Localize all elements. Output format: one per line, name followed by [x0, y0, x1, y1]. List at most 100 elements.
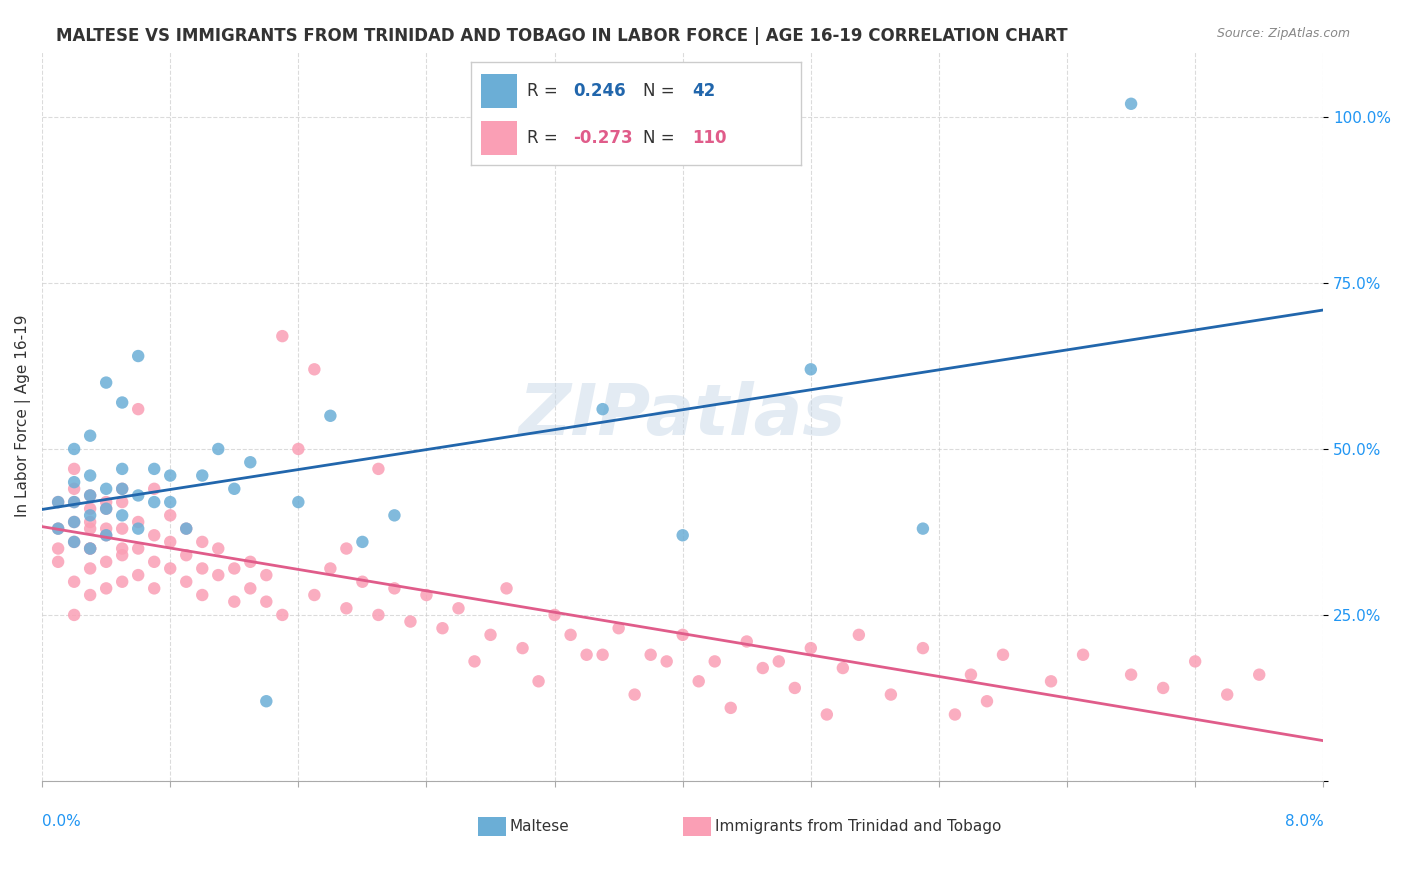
Point	[79, 541, 101, 556]
Point	[304, 588, 326, 602]
Point	[367, 462, 389, 476]
Point	[960, 667, 983, 681]
Point	[79, 468, 101, 483]
Y-axis label: In Labor Force | Age 16-19: In Labor Force | Age 16-19	[15, 315, 31, 517]
Point	[254, 568, 277, 582]
Point	[254, 595, 277, 609]
Point	[143, 482, 166, 496]
Point	[287, 495, 309, 509]
Point	[191, 468, 214, 483]
Point	[447, 601, 470, 615]
Point	[63, 495, 86, 509]
Point	[96, 501, 118, 516]
Point	[575, 648, 598, 662]
FancyBboxPatch shape	[481, 74, 517, 108]
Point	[880, 688, 903, 702]
Point	[911, 641, 934, 656]
Point	[111, 541, 134, 556]
Point	[352, 574, 374, 589]
Point	[224, 595, 246, 609]
Text: R =: R =	[527, 128, 564, 147]
Point	[415, 588, 437, 602]
Point	[46, 495, 69, 509]
Point	[976, 694, 998, 708]
Point	[560, 628, 582, 642]
Point	[384, 508, 406, 523]
Point	[271, 329, 294, 343]
Point	[399, 615, 422, 629]
FancyBboxPatch shape	[683, 817, 711, 836]
Point	[96, 376, 118, 390]
Point	[1249, 667, 1271, 681]
Point	[543, 607, 565, 622]
Text: 0.0%: 0.0%	[42, 814, 82, 829]
Point	[174, 574, 197, 589]
Point	[127, 522, 149, 536]
Point	[63, 495, 86, 509]
Point	[592, 648, 614, 662]
Point	[143, 495, 166, 509]
Point	[174, 522, 197, 536]
Point	[63, 574, 86, 589]
Point	[63, 462, 86, 476]
Point	[1119, 96, 1142, 111]
Point	[800, 641, 823, 656]
Point	[1216, 688, 1239, 702]
Point	[159, 561, 181, 575]
Point	[96, 528, 118, 542]
Point	[239, 582, 262, 596]
Point	[800, 362, 823, 376]
Point	[96, 495, 118, 509]
Point	[63, 482, 86, 496]
Point	[720, 701, 742, 715]
Point	[127, 541, 149, 556]
Text: MALTESE VS IMMIGRANTS FROM TRINIDAD AND TOBAGO IN LABOR FORCE | AGE 16-19 CORREL: MALTESE VS IMMIGRANTS FROM TRINIDAD AND …	[56, 27, 1069, 45]
Point	[159, 535, 181, 549]
Point	[79, 488, 101, 502]
Point	[752, 661, 775, 675]
Point	[703, 654, 725, 668]
Point	[512, 641, 534, 656]
Point	[127, 349, 149, 363]
Point	[96, 522, 118, 536]
Point	[174, 548, 197, 562]
Point	[335, 601, 357, 615]
Point	[79, 522, 101, 536]
Point	[96, 528, 118, 542]
Point	[943, 707, 966, 722]
Point	[224, 482, 246, 496]
Point	[63, 515, 86, 529]
Point	[831, 661, 853, 675]
Point	[319, 561, 342, 575]
Point	[79, 588, 101, 602]
Point	[159, 468, 181, 483]
Text: R =: R =	[527, 82, 564, 100]
Point	[96, 555, 118, 569]
Point	[63, 535, 86, 549]
Point	[79, 501, 101, 516]
Point	[1040, 674, 1063, 689]
Point	[527, 674, 550, 689]
Text: ZIPatlas: ZIPatlas	[519, 381, 846, 450]
Text: N =: N =	[643, 128, 679, 147]
Point	[592, 402, 614, 417]
Point	[640, 648, 662, 662]
Point	[783, 681, 806, 695]
Point	[79, 541, 101, 556]
Point	[239, 455, 262, 469]
Point	[111, 482, 134, 496]
Point	[224, 561, 246, 575]
Point	[495, 582, 517, 596]
Point	[79, 561, 101, 575]
Point	[207, 442, 229, 456]
Point	[111, 548, 134, 562]
Point	[911, 522, 934, 536]
Point	[46, 541, 69, 556]
Point	[79, 508, 101, 523]
Point	[127, 568, 149, 582]
Point	[1152, 681, 1174, 695]
Point	[655, 654, 678, 668]
Point	[46, 555, 69, 569]
Text: 0.246: 0.246	[574, 82, 626, 100]
Point	[63, 515, 86, 529]
